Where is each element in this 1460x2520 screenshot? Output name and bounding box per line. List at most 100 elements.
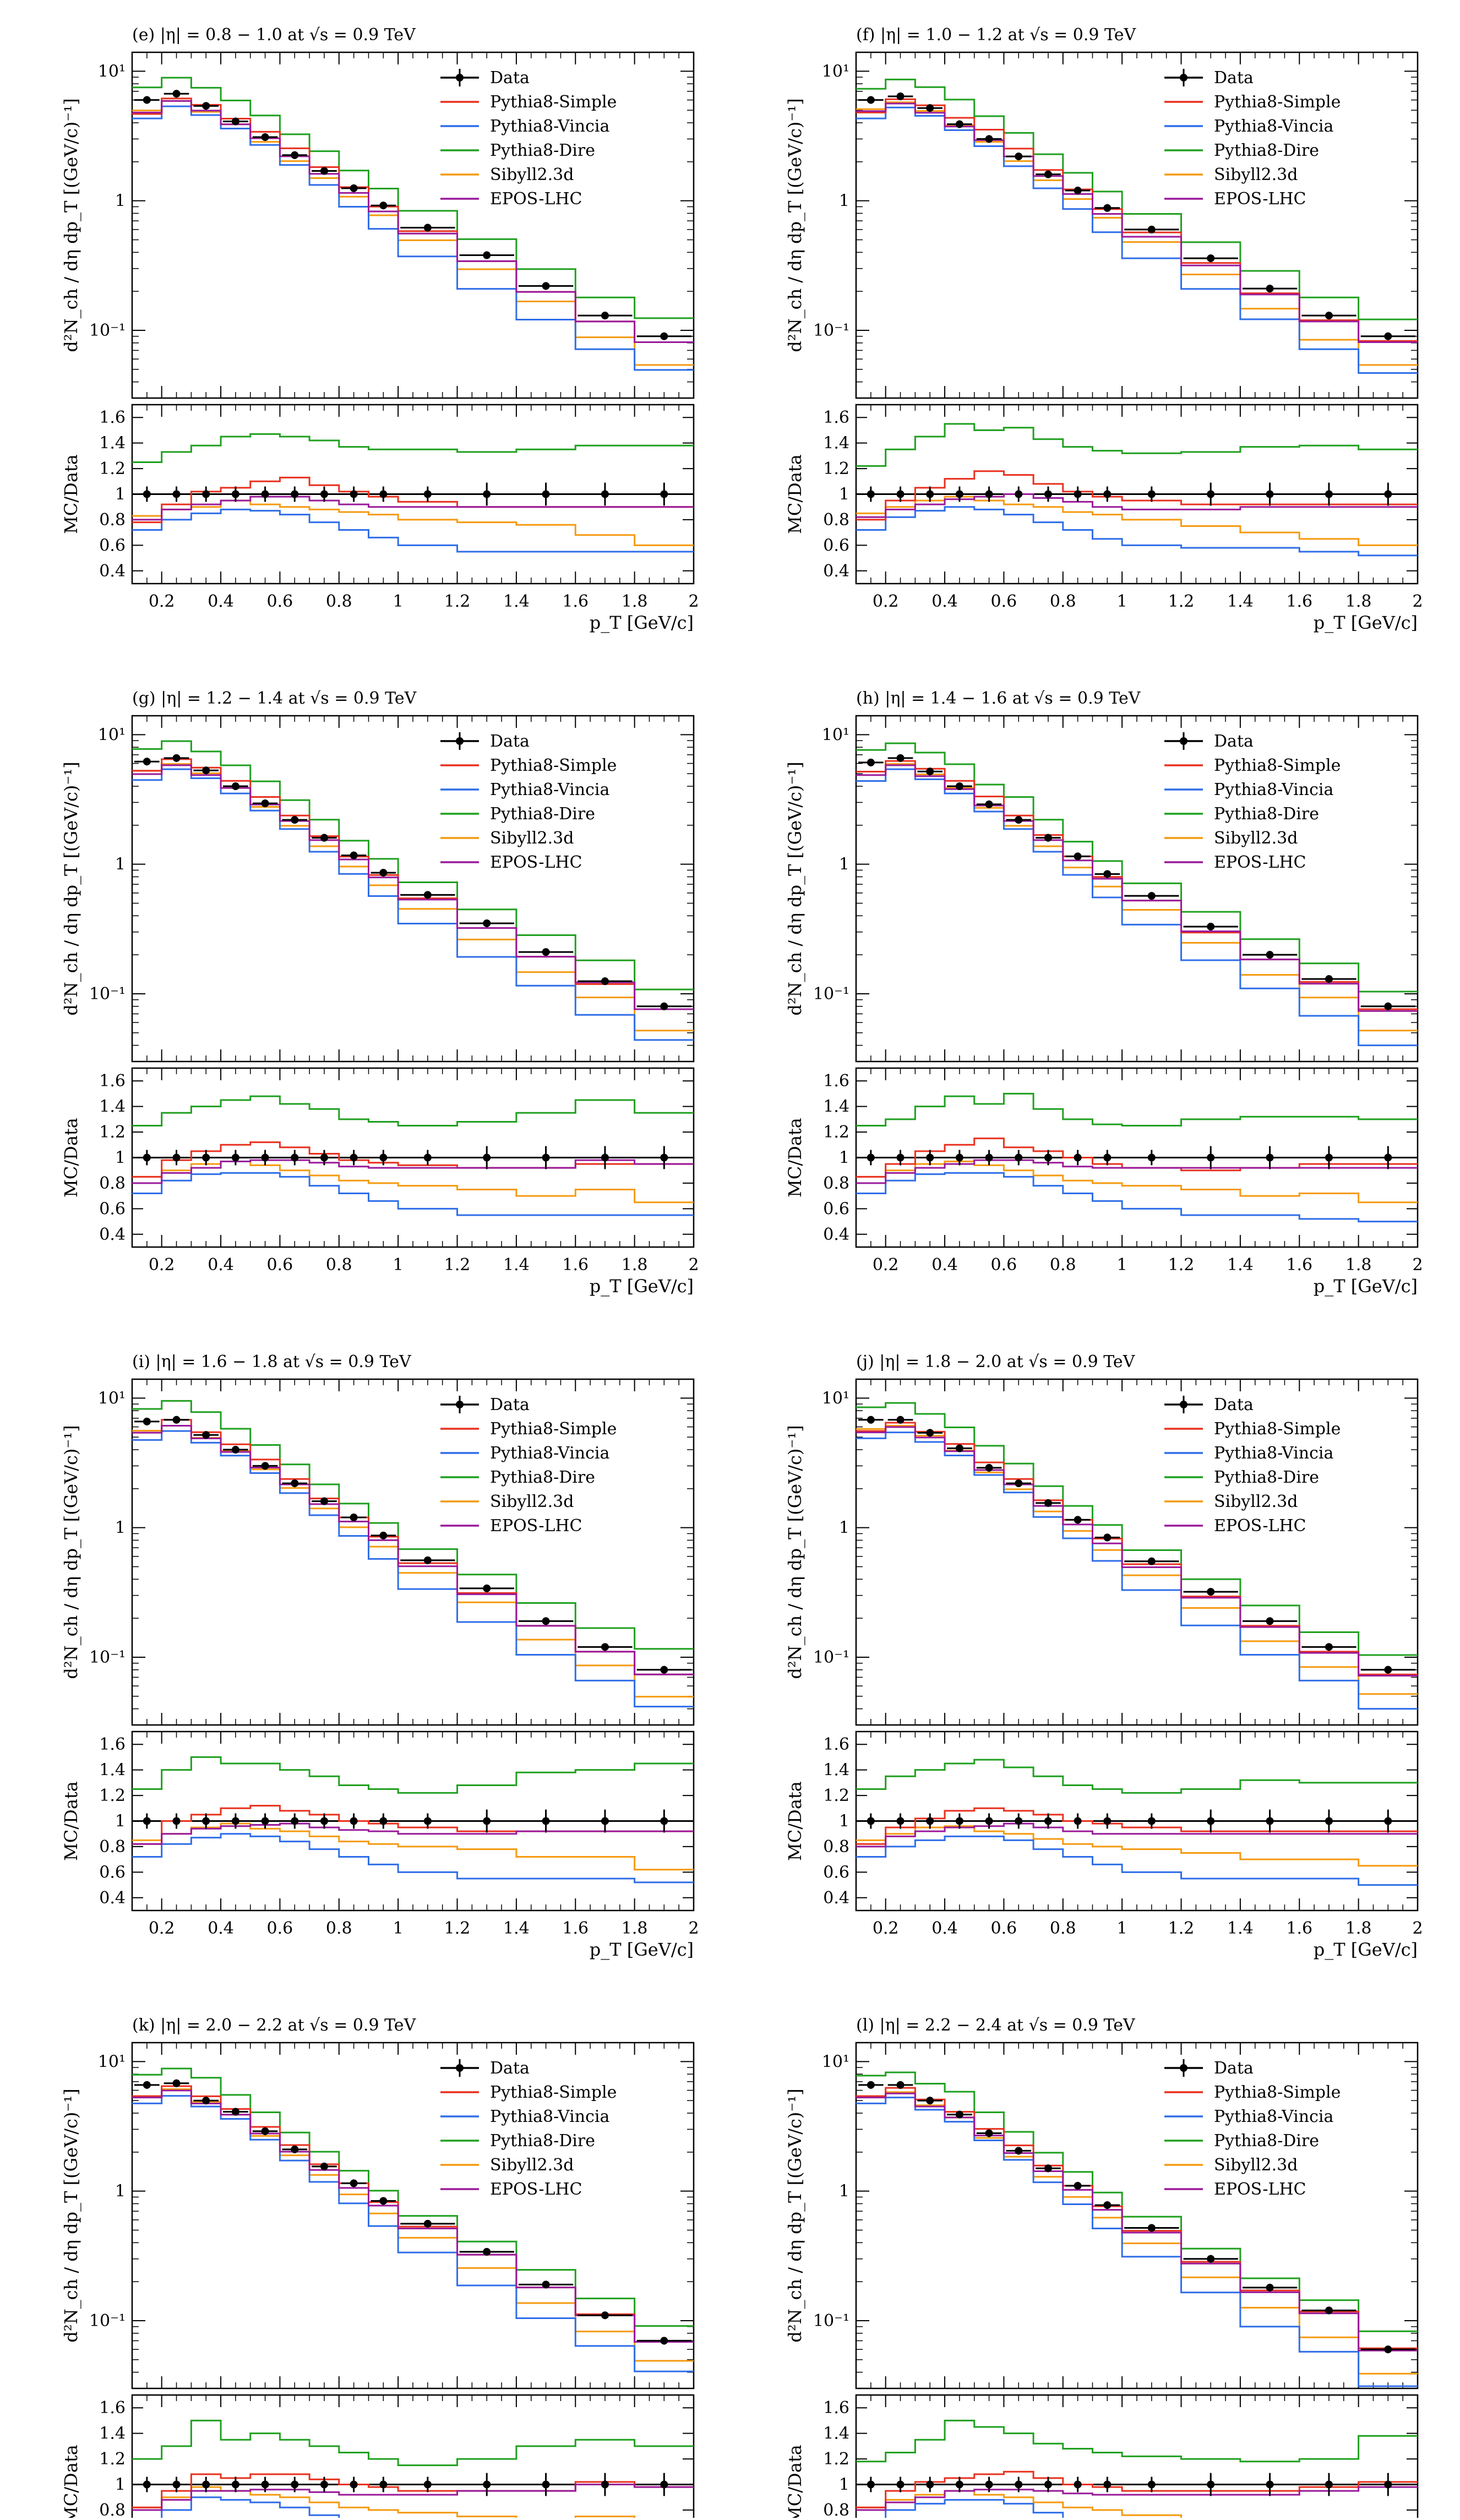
ratio-data-point xyxy=(1147,490,1156,498)
x-tick-label: 0.8 xyxy=(1050,1919,1076,1938)
x-tick-label: 1.2 xyxy=(444,592,471,611)
ratio-data-point xyxy=(1015,1153,1023,1162)
legend-label: Pythia8-Vincia xyxy=(1214,780,1333,799)
ratio-data-point xyxy=(1325,490,1333,498)
ratio-data-point xyxy=(1384,1817,1392,1825)
data-point xyxy=(1147,225,1156,233)
series-pythia8-dire-ratio xyxy=(856,1092,1418,1126)
ratio-data-point xyxy=(926,1153,934,1162)
ratio-data-point xyxy=(423,1153,432,1162)
series-epos-lhc-histogram xyxy=(132,764,694,1010)
ratio-y-tick-label: 0.8 xyxy=(99,510,126,530)
data-point xyxy=(926,104,934,112)
data-point xyxy=(143,1417,151,1425)
x-tick-label: 0.2 xyxy=(873,1255,899,1275)
ratio-y-tick-label: 1 xyxy=(839,1812,849,1831)
data-point xyxy=(1044,2164,1052,2173)
ratio-y-axis-label: MC/Data xyxy=(785,454,805,534)
data-point xyxy=(261,799,269,808)
x-tick-label: 0.8 xyxy=(326,592,352,611)
ratio-data-point xyxy=(172,490,181,498)
x-tick-label: 0.8 xyxy=(1050,1255,1076,1275)
x-tick-label: 1.2 xyxy=(444,1919,471,1938)
data-point xyxy=(291,2145,299,2153)
data-point xyxy=(985,1463,993,1472)
data-point xyxy=(1147,2224,1156,2232)
ratio-y-tick-label: 1.4 xyxy=(823,2424,849,2443)
x-tick-label: 1.8 xyxy=(1345,1919,1372,1938)
panel-title: (e) |η| = 0.8 − 1.0 at √s = 0.9 TeV xyxy=(132,25,416,45)
y-axis-label: d²N_ch / dη dp_T [(GeV/c)⁻¹] xyxy=(61,761,81,1015)
x-tick-label: 0.4 xyxy=(931,1255,958,1275)
ratio-y-tick-label: 1.4 xyxy=(99,434,126,453)
ratio-y-tick-label: 0.4 xyxy=(823,1225,849,1244)
ratio-data-point xyxy=(1207,2480,1215,2489)
legend-label: Pythia8-Simple xyxy=(490,2083,617,2102)
ratio-data-point xyxy=(1207,490,1215,498)
ratio-y-tick-label: 0.4 xyxy=(99,562,126,581)
legend-label: EPOS-LHC xyxy=(1214,189,1306,209)
x-tick-label: 0.6 xyxy=(267,592,293,611)
data-point xyxy=(350,2179,358,2187)
x-tick-label: 1.6 xyxy=(562,1255,589,1275)
series-epos-lhc-histogram xyxy=(856,2092,1418,2352)
ratio-y-tick-label: 0.8 xyxy=(99,1837,126,1857)
ratio-y-tick-label: 0.8 xyxy=(99,1174,126,1193)
ratio-data-point xyxy=(985,490,993,498)
ratio-data-point xyxy=(926,2480,934,2489)
series-sibyll2-3d-ratio xyxy=(856,1825,1418,1867)
data-point xyxy=(601,2311,609,2320)
series-epos-lhc-histogram xyxy=(132,1425,694,1675)
data-point xyxy=(1015,2147,1023,2155)
ratio-y-tick-label: 1.4 xyxy=(823,434,849,453)
ratio-y-tick-label: 0.8 xyxy=(823,510,849,530)
data-point xyxy=(1266,1617,1274,1625)
ratio-y-tick-label: 0.6 xyxy=(99,536,126,555)
x-axis-label: p_T [GeV/c] xyxy=(1314,1939,1418,1960)
data-point xyxy=(172,90,181,98)
ratio-y-tick-label: 1.6 xyxy=(823,2398,849,2418)
series-pythia8-vincia-histogram xyxy=(132,1430,694,1708)
legend-label: EPOS-LHC xyxy=(1214,1516,1306,1536)
data-point xyxy=(350,1514,358,1522)
ratio-y-tick-label: 1.2 xyxy=(823,1786,849,1805)
ratio-y-tick-label: 0.8 xyxy=(823,2501,849,2518)
series-epos-lhc-ratio xyxy=(132,1822,694,1845)
data-point xyxy=(1103,204,1112,212)
legend-label: Pythia8-Simple xyxy=(490,92,617,112)
x-tick-label: 2 xyxy=(688,592,699,611)
data-point xyxy=(1266,2283,1274,2292)
ratio-data-point xyxy=(660,1817,668,1825)
x-tick-label: 1.6 xyxy=(562,592,589,611)
ratio-y-tick-label: 1.6 xyxy=(823,408,849,427)
ratio-data-point xyxy=(1074,1817,1082,1825)
series-sibyll2-3d-histogram xyxy=(132,2088,694,2362)
legend-label: Pythia8-Simple xyxy=(1214,2083,1341,2102)
legend-label: Data xyxy=(490,2059,530,2078)
chart-panel-3: (h) |η| = 1.4 − 1.6 at √s = 0.9 TeV 0.2 0.… xyxy=(785,689,1423,1297)
data-point xyxy=(320,2162,328,2170)
data-point xyxy=(926,2097,934,2105)
x-tick-label: 0.2 xyxy=(873,592,899,611)
data-point xyxy=(955,782,963,791)
ratio-y-axis-label: MC/Data xyxy=(785,1118,805,1198)
series-sibyll2-3d-ratio xyxy=(132,1822,694,1871)
ratio-y-tick-label: 1.2 xyxy=(823,1123,849,1142)
ratio-y-axis-label: MC/Data xyxy=(61,1781,81,1861)
ratio-y-tick-label: 1.6 xyxy=(823,1735,849,1754)
ratio-data-point xyxy=(1015,490,1023,498)
data-point xyxy=(1103,2201,1112,2209)
ratio-data-point xyxy=(483,1817,491,1825)
ratio-data-point xyxy=(143,490,151,498)
y-tick-label: 10⁻¹ xyxy=(813,984,849,1004)
ratio-y-tick-label: 1 xyxy=(115,2475,126,2495)
x-tick-label: 1 xyxy=(1117,592,1127,611)
ratio-data-point xyxy=(350,2480,358,2489)
data-point xyxy=(1266,951,1274,959)
x-tick-label: 1.2 xyxy=(1168,1255,1195,1275)
y-tick-label: 10⁻¹ xyxy=(813,1648,849,1667)
data-point xyxy=(896,1416,905,1424)
legend-label: Pythia8-Dire xyxy=(490,804,595,824)
data-point xyxy=(143,758,151,766)
ratio-data-point xyxy=(1074,2480,1082,2489)
